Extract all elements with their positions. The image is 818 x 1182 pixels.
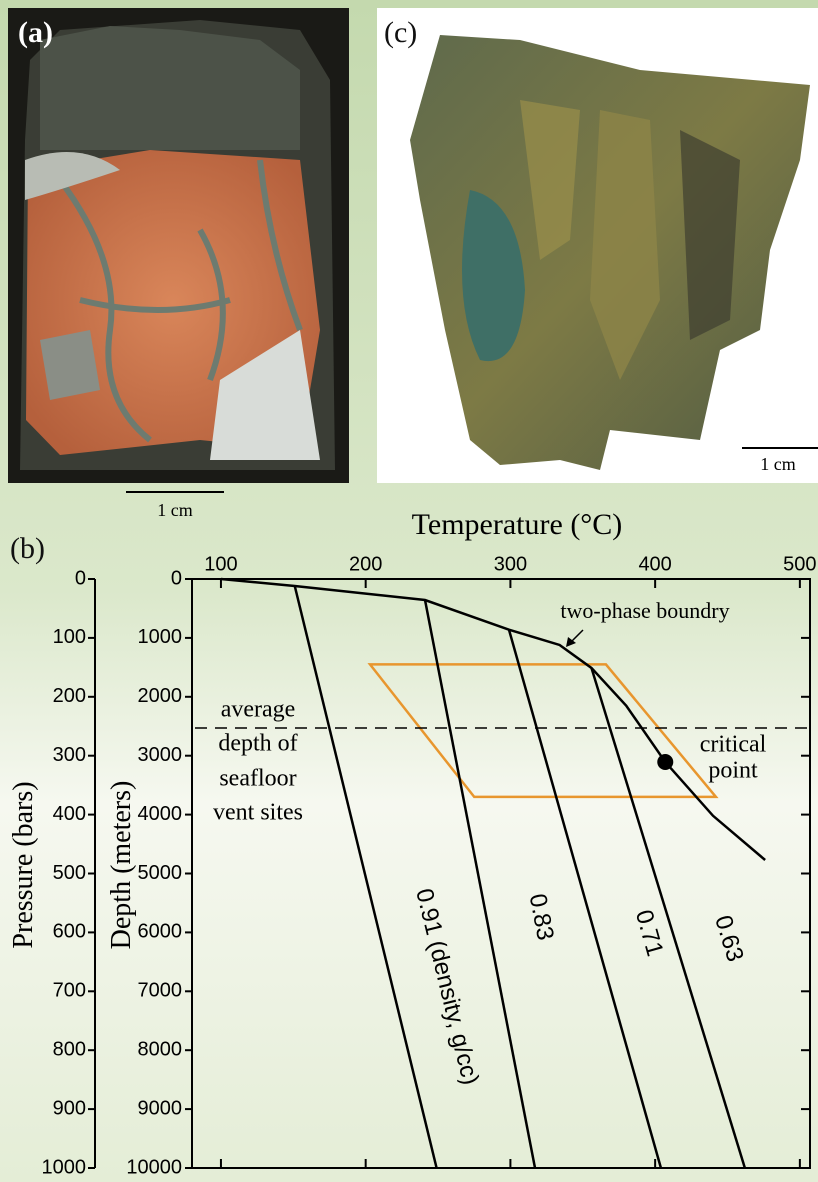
y2-tick-label: 100 (53, 626, 86, 648)
annotation: critical (700, 732, 767, 758)
x-tick-label: 300 (494, 553, 527, 575)
x-tick-label: 100 (204, 553, 237, 575)
y-tick-label: 3000 (138, 744, 183, 766)
y-tick-label: 7000 (138, 980, 183, 1002)
scale-label: 1 cm (157, 500, 193, 520)
y2-tick-label: 900 (53, 1097, 86, 1119)
line-series (293, 585, 438, 1169)
x-tick-label: 200 (349, 553, 382, 575)
y-tick-label: 9000 (138, 1097, 183, 1119)
y-tick-label: 8000 (138, 1038, 183, 1060)
y2-tick-label: 700 (53, 980, 86, 1002)
y-tick-label: 10000 (126, 1156, 182, 1178)
annotation: depth of (218, 731, 297, 757)
y2-tick-label: 1000 (42, 1156, 87, 1178)
annotation: point (708, 758, 758, 784)
panel-label: (c) (384, 16, 417, 49)
y2-axis-title: Pressure (bars) (8, 781, 39, 948)
photo-a (8, 8, 349, 483)
y-tick-label: 4000 (138, 803, 183, 825)
pt-region (367, 663, 719, 799)
critical-point (657, 754, 674, 771)
x-tick-label: 500 (783, 553, 816, 575)
y-tick-label: 1000 (138, 626, 183, 648)
annotation: vent sites (213, 800, 303, 826)
y2-tick-label: 300 (53, 744, 86, 766)
y-tick-label: 5000 (138, 862, 183, 884)
panel-label: (a) (18, 16, 53, 49)
y-tick-label: 2000 (138, 685, 183, 707)
y2-tick-label: 200 (53, 685, 86, 707)
x-axis-title: Temperature (°C) (412, 508, 623, 541)
scale-label: 1 cm (760, 454, 796, 474)
photo-c (377, 8, 818, 483)
line-series (507, 629, 663, 1169)
annotation: seafloor (219, 766, 296, 792)
y-tick-label: 0 (171, 567, 182, 589)
line-series (423, 599, 537, 1169)
y2-tick-label: 800 (53, 1038, 86, 1060)
x-tick-label: 400 (638, 553, 671, 575)
panel-label: (b) (10, 532, 45, 565)
y2-tick-label: 400 (53, 803, 86, 825)
line-series (220, 577, 766, 861)
arrow-head (566, 637, 576, 647)
y2-tick-label: 0 (75, 567, 86, 589)
y2-tick-label: 500 (53, 862, 86, 884)
line-series (590, 667, 747, 1169)
y2-tick-label: 600 (53, 921, 86, 943)
series-label: two-phase boundry (560, 598, 729, 623)
y-tick-label: 6000 (138, 921, 183, 943)
y-axis-title: Depth (meters) (106, 781, 137, 950)
annotation: average (221, 697, 296, 723)
